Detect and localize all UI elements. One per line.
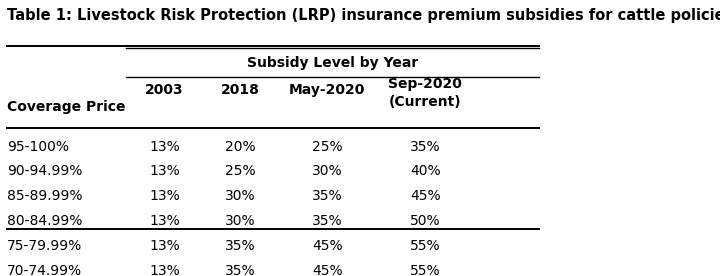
Text: 13%: 13% xyxy=(149,214,180,228)
Text: 30%: 30% xyxy=(225,214,256,228)
Text: 35%: 35% xyxy=(312,189,343,203)
Text: 13%: 13% xyxy=(149,264,180,276)
Text: 40%: 40% xyxy=(410,164,441,178)
Text: 25%: 25% xyxy=(225,164,256,178)
Text: 35%: 35% xyxy=(225,239,256,253)
Text: 30%: 30% xyxy=(312,164,343,178)
Text: 95-100%: 95-100% xyxy=(6,140,69,153)
Text: 2003: 2003 xyxy=(145,83,184,97)
Text: 45%: 45% xyxy=(410,189,441,203)
Text: May-2020: May-2020 xyxy=(289,83,366,97)
Text: Sep-2020
(Current): Sep-2020 (Current) xyxy=(388,78,462,109)
Text: 85-89.99%: 85-89.99% xyxy=(6,189,82,203)
Text: 30%: 30% xyxy=(225,189,256,203)
Text: 90-94.99%: 90-94.99% xyxy=(6,164,82,178)
Text: 55%: 55% xyxy=(410,264,441,276)
Text: 80-84.99%: 80-84.99% xyxy=(6,214,82,228)
Text: 75-79.99%: 75-79.99% xyxy=(6,239,82,253)
Text: Coverage Price: Coverage Price xyxy=(6,100,125,114)
Text: 35%: 35% xyxy=(312,214,343,228)
Text: 45%: 45% xyxy=(312,239,343,253)
Text: 13%: 13% xyxy=(149,239,180,253)
Text: Table 1: Livestock Risk Protection (LRP) insurance premium subsidies for cattle : Table 1: Livestock Risk Protection (LRP)… xyxy=(6,8,720,23)
Text: 13%: 13% xyxy=(149,189,180,203)
Text: 70-74.99%: 70-74.99% xyxy=(6,264,82,276)
Text: 35%: 35% xyxy=(410,140,441,153)
Text: 35%: 35% xyxy=(225,264,256,276)
Text: Subsidy Level by Year: Subsidy Level by Year xyxy=(247,56,418,70)
Text: 50%: 50% xyxy=(410,214,441,228)
Text: 55%: 55% xyxy=(410,239,441,253)
Text: 13%: 13% xyxy=(149,164,180,178)
Text: 13%: 13% xyxy=(149,140,180,153)
Text: 45%: 45% xyxy=(312,264,343,276)
Text: 2018: 2018 xyxy=(221,83,260,97)
Text: 25%: 25% xyxy=(312,140,343,153)
Text: 20%: 20% xyxy=(225,140,256,153)
